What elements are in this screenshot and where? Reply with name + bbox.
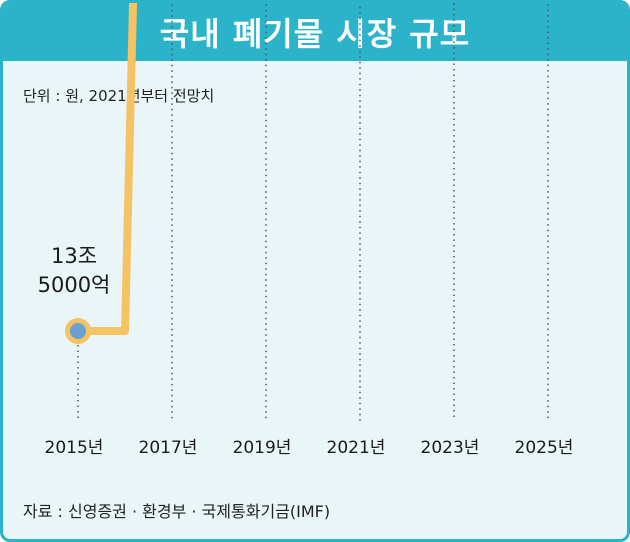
x-tick-label-2: 2019년 — [233, 438, 292, 458]
line-chart: 13조5000억15조8000억17조4000억19조4000억21조5000억… — [38, 3, 574, 458]
data-label-0-1: 5000억 — [38, 273, 111, 297]
x-tick-label-5: 2025년 — [515, 438, 574, 458]
data-point-0 — [65, 318, 91, 344]
x-tick-label-4: 2023년 — [421, 438, 480, 458]
chart-title: 국내 폐기물 시장 규모 — [3, 3, 627, 61]
x-tick-label-0: 2015년 — [45, 438, 104, 458]
x-tick-label-1: 2017년 — [139, 438, 198, 458]
source-note: 자료 : 신영증권 · 환경부 · 국제통화기금(IMF) — [23, 502, 331, 521]
x-tick-label-3: 2021년 — [327, 438, 386, 458]
series-line — [74, 3, 138, 335]
unit-note: 단위 : 원, 2021년부터 전망치 — [23, 87, 215, 105]
data-label-0-0: 13조 — [51, 244, 97, 268]
